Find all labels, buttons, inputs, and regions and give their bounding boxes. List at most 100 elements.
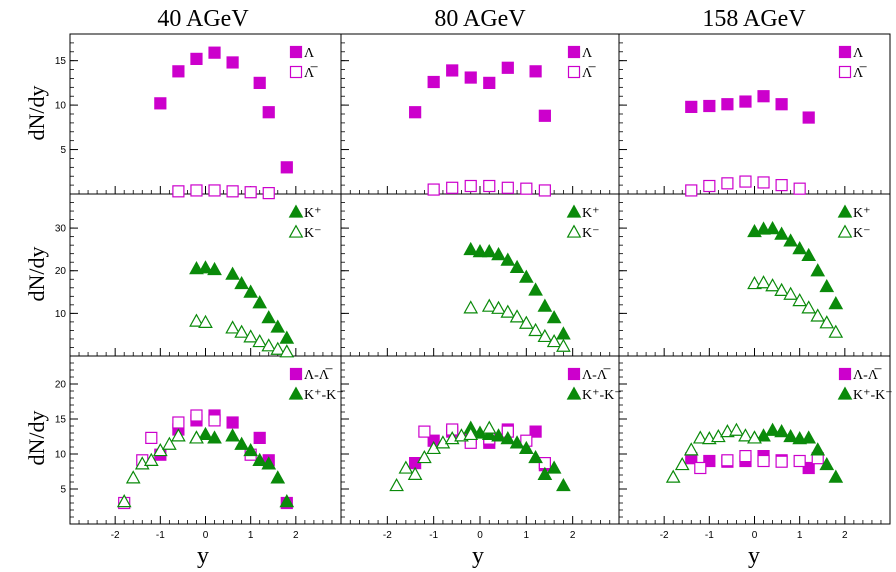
data-point-triangle-r2-c1 <box>261 310 277 324</box>
legend-marker-r2-c1 <box>288 204 304 218</box>
data-point-square-r1-c2 <box>501 181 514 194</box>
x-axis-label-col-1: y <box>197 543 209 569</box>
data-point-triangle-r3-c2 <box>463 426 479 441</box>
data-point-triangle-r3-c2 <box>509 435 525 449</box>
legend-label-r1-c2: Λ̅ <box>582 66 596 81</box>
data-point-triangle-r2-c3 <box>801 247 817 262</box>
x-axis-label-col-3: y <box>748 543 760 569</box>
data-point-triangle-r2-c3 <box>756 275 771 289</box>
data-point-triangle-r2-c1 <box>243 329 259 343</box>
legend-label-r1-c3: Λ <box>853 46 864 61</box>
legend-label-r2-c1: K⁻ <box>304 226 322 241</box>
data-point-square-r1-c1 <box>190 52 203 65</box>
data-point-triangle-r3-c1 <box>116 494 132 508</box>
data-point-triangle-r3-c1 <box>125 470 141 484</box>
data-point-triangle-r2-c2 <box>491 300 506 314</box>
column-title-158-agev: 158 AGeV <box>702 6 806 32</box>
data-point-triangle-r3-c1 <box>234 436 249 450</box>
data-point-triangle-r3-c1 <box>279 494 295 508</box>
data-point-square-r3-c1 <box>172 416 185 429</box>
legend-label-r2-c3: K⁻ <box>853 226 871 241</box>
legend-label-r3-c2: K⁺-K⁻ <box>582 388 622 403</box>
data-point-triangle-r2-c2 <box>537 298 553 312</box>
data-point-square-r1-c1 <box>172 65 185 78</box>
data-point-square-r1-c3 <box>775 179 788 192</box>
data-point-triangle-r3-c3 <box>792 431 808 445</box>
data-point-triangle-r2-c2 <box>537 328 553 343</box>
data-point-triangle-r3-c3 <box>692 430 708 444</box>
legend-label-r1-c1: Λ̅ <box>304 66 318 81</box>
data-point-triangle-r2-c1 <box>261 338 277 352</box>
data-point-triangle-r3-c1 <box>143 452 159 466</box>
data-point-square-r1-c2 <box>464 71 477 84</box>
legend-label-r3-c3: Λ-Λ̅ <box>853 368 882 383</box>
data-point-square-r3-c2 <box>418 425 431 438</box>
data-point-triangle-r3-c3 <box>810 442 826 456</box>
data-point-triangle-r2-c2 <box>556 338 571 352</box>
legend-marker-r3-c1 <box>289 367 303 381</box>
data-point-square-r1-c2 <box>446 181 459 194</box>
data-point-square-r1-c1 <box>226 185 239 198</box>
data-point-triangle-r3-c3 <box>801 430 817 444</box>
data-point-square-r3-c3 <box>739 450 752 463</box>
data-point-triangle-r3-c1 <box>152 442 168 457</box>
legend-label-r3-c1: K⁺-K⁻ <box>304 388 344 403</box>
legend-marker-r3-c3 <box>837 386 853 400</box>
data-point-square-r1-c3 <box>703 99 716 113</box>
data-point-square-r1-c1 <box>262 106 275 119</box>
data-point-square-r3-c1 <box>190 409 203 422</box>
legend-marker-r2-c3 <box>837 204 853 218</box>
data-point-triangle-r2-c1 <box>207 261 222 276</box>
data-point-square-r3-c1 <box>253 431 266 444</box>
data-point-square-r1-c1 <box>208 184 221 197</box>
legend-label-r3-c1: Λ-Λ̅ <box>304 368 333 383</box>
y-tick-label-r3: 5 <box>60 485 66 496</box>
y-tick-label-r1: 5 <box>60 145 66 156</box>
data-point-triangle-r3-c3 <box>729 422 744 436</box>
data-point-square-r1-c1 <box>172 185 185 198</box>
data-point-triangle-r2-c1 <box>198 314 213 328</box>
data-point-triangle-r3-c1 <box>270 470 286 484</box>
data-point-triangle-r2-c2 <box>463 300 479 314</box>
data-point-triangle-r3-c1 <box>189 430 204 444</box>
data-point-triangle-r2-c3 <box>828 296 844 310</box>
data-point-triangle-r3-c1 <box>171 428 186 442</box>
data-point-triangle-r2-c2 <box>463 241 479 256</box>
data-point-triangle-r2-c3 <box>801 300 817 314</box>
legend-marker-r2-c2 <box>566 204 582 218</box>
data-point-triangle-r3-c2 <box>398 460 414 474</box>
data-point-square-r1-c1 <box>226 56 239 69</box>
legend-marker-r3-c2 <box>567 367 581 381</box>
data-point-square-r1-c3 <box>721 177 734 190</box>
y-tick-label-r2: 10 <box>55 309 67 320</box>
data-point-triangle-r2-c2 <box>518 315 534 329</box>
data-point-triangle-r3-c3 <box>765 422 780 436</box>
data-point-triangle-r2-c3 <box>756 221 771 235</box>
data-point-square-r1-c1 <box>208 46 221 59</box>
legend-label-r3-c3: K⁺-K⁻ <box>853 388 893 403</box>
x-tick-label-c1: -2 <box>111 530 120 541</box>
panel-frame-r2-c2 <box>340 193 620 357</box>
data-point-square-r1-c1 <box>253 76 266 89</box>
data-point-triangle-r2-c2 <box>518 269 534 283</box>
data-point-triangle-r3-c3 <box>819 456 835 471</box>
data-point-triangle-r2-c1 <box>189 313 204 327</box>
legend-marker-r2-c2 <box>566 224 582 238</box>
legend-label-r2-c2: K⁻ <box>582 226 600 241</box>
y-tick-label-r1: 15 <box>55 56 67 67</box>
data-point-triangle-r2-c3 <box>783 233 798 247</box>
legend-marker-r3-c2 <box>566 386 582 400</box>
legend-label-r1-c1: Λ <box>304 46 315 61</box>
data-point-square-r3-c1 <box>226 416 239 429</box>
legend-label-r1-c2: Λ <box>582 46 593 61</box>
data-point-triangle-r2-c2 <box>481 298 497 312</box>
data-point-triangle-r2-c3 <box>774 282 789 297</box>
data-point-triangle-r3-c1 <box>225 428 240 442</box>
data-point-square-r1-c1 <box>190 184 203 197</box>
data-point-triangle-r3-c2 <box>481 426 497 441</box>
data-point-square-r1-c1 <box>262 187 275 200</box>
data-point-triangle-r2-c3 <box>774 226 789 240</box>
data-point-square-r1-c3 <box>685 184 698 197</box>
data-point-triangle-r3-c2 <box>518 440 534 455</box>
legend-marker-r1-c2 <box>567 65 581 79</box>
